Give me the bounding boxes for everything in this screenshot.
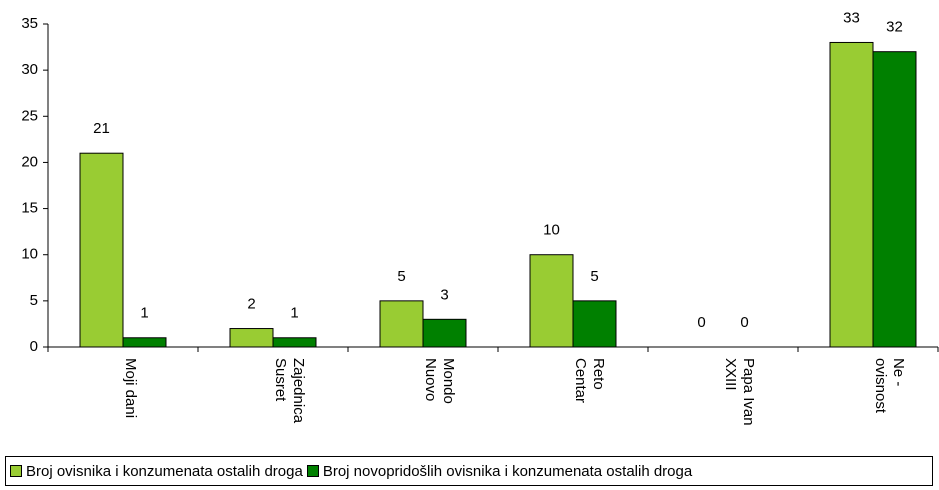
bar [122, 337, 167, 348]
data-label: 33 [843, 9, 860, 26]
data-label: 0 [697, 314, 705, 331]
x-tick-label: Ne - ovisnost [872, 358, 907, 414]
data-label: 3 [440, 286, 448, 303]
legend-label: Broj novopridošlih ovisnika i konzumenat… [322, 462, 693, 480]
legend-swatch [306, 465, 319, 477]
bar [229, 328, 274, 348]
bar [829, 41, 874, 348]
y-tick-label: 0 [30, 338, 38, 355]
data-label: 10 [543, 222, 560, 239]
data-label: 21 [93, 120, 110, 137]
bar [872, 51, 917, 348]
bar [422, 318, 467, 348]
data-label: 1 [140, 305, 148, 322]
data-label: 32 [886, 19, 903, 36]
x-tick-label: Reto Centar [572, 358, 607, 404]
y-tick-label: 25 [21, 107, 38, 124]
bar [79, 152, 124, 348]
bar [379, 300, 424, 348]
legend-label: Broj ovisnika i konzumenata ostalih drog… [26, 462, 303, 480]
data-label: 5 [590, 268, 598, 285]
data-label: 5 [397, 268, 405, 285]
x-tick-label: Moji dani [122, 358, 139, 419]
y-tick-label: 20 [21, 153, 38, 170]
bar [272, 337, 317, 348]
x-tick-label: Mondo Nuovo [422, 358, 457, 404]
data-label: 1 [290, 305, 298, 322]
y-tick-label: 35 [21, 15, 38, 32]
y-tick-label: 5 [30, 292, 38, 309]
x-tick-label: Zajednica Susret [272, 358, 307, 424]
data-label: 0 [740, 314, 748, 331]
x-tick-label: Papa Ivan XXIII [722, 358, 757, 426]
y-tick-label: 15 [21, 200, 38, 217]
bar [529, 254, 574, 348]
bar [572, 300, 617, 348]
legend: Broj ovisnika i konzumenata ostalih drog… [5, 456, 933, 486]
legend-swatch [10, 465, 22, 477]
y-tick-label: 30 [21, 61, 38, 78]
data-label: 2 [247, 296, 255, 313]
y-tick-label: 10 [21, 246, 38, 263]
